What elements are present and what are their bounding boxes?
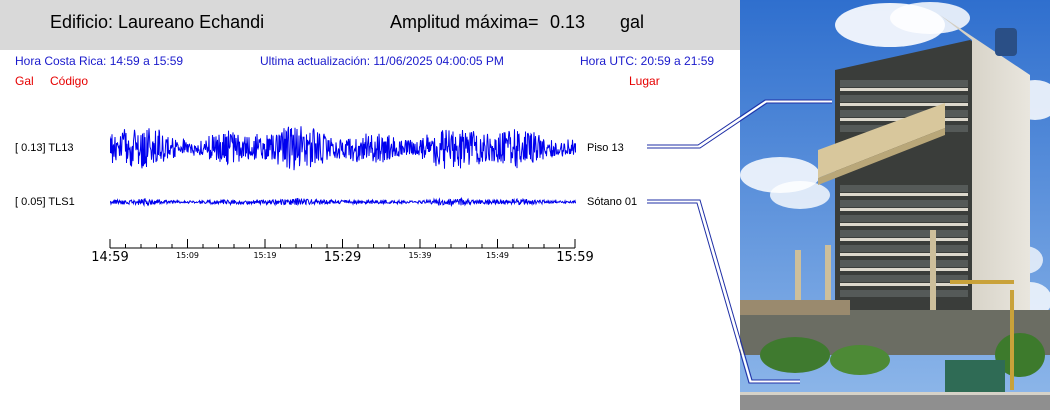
place-heading: Lugar [629,74,660,88]
axis-tick-label: 14:59 [91,250,128,265]
code-heading: Código [50,74,89,88]
building-title: Edificio: Laureano Echandi [50,12,265,32]
channel-label-tls1: [ 0.05] TLS1 [15,196,75,208]
trace-line-tls1 [110,196,576,208]
seismogram-trace-tls1 [110,196,576,208]
utc-time: Hora UTC: 20:59 a 21:59 [580,54,715,68]
gal-heading: Gal [15,74,34,88]
header-bar: Edificio: Laureano Echandi Amplitud máxi… [0,0,740,50]
axis-tick-label: 15:49 [486,251,509,260]
axis-tick-label: 15:39 [408,251,431,260]
place-label-sotano01: Sótano 01 [587,196,638,208]
time-axis: 14:59 15:09 15:19 15:29 15:39 15:49 15:59 [91,239,594,265]
last-update: Ultima actualización: 11/06/2025 04:00:0… [260,54,504,68]
channel-label-tl13: [ 0.13] TL13 [15,142,74,154]
max-amplitude-unit: gal [620,12,645,32]
axis-tick-label: 15:29 [324,250,361,265]
costa-rica-time: Hora Costa Rica: 14:59 a 15:59 [15,54,184,68]
place-label-piso13: Piso 13 [587,142,624,154]
building-photo [740,0,1050,410]
max-amplitude-label: Amplitud máxima= [390,12,539,32]
axis-tick-label: 15:19 [253,251,276,260]
axis-tick-label: 15:59 [556,250,593,265]
axis-tick-label: 15:09 [176,251,199,260]
trace-line-tl13 [110,126,576,171]
max-amplitude-value: 0.13 [550,12,586,32]
seismogram-trace-tl13 [110,126,576,171]
